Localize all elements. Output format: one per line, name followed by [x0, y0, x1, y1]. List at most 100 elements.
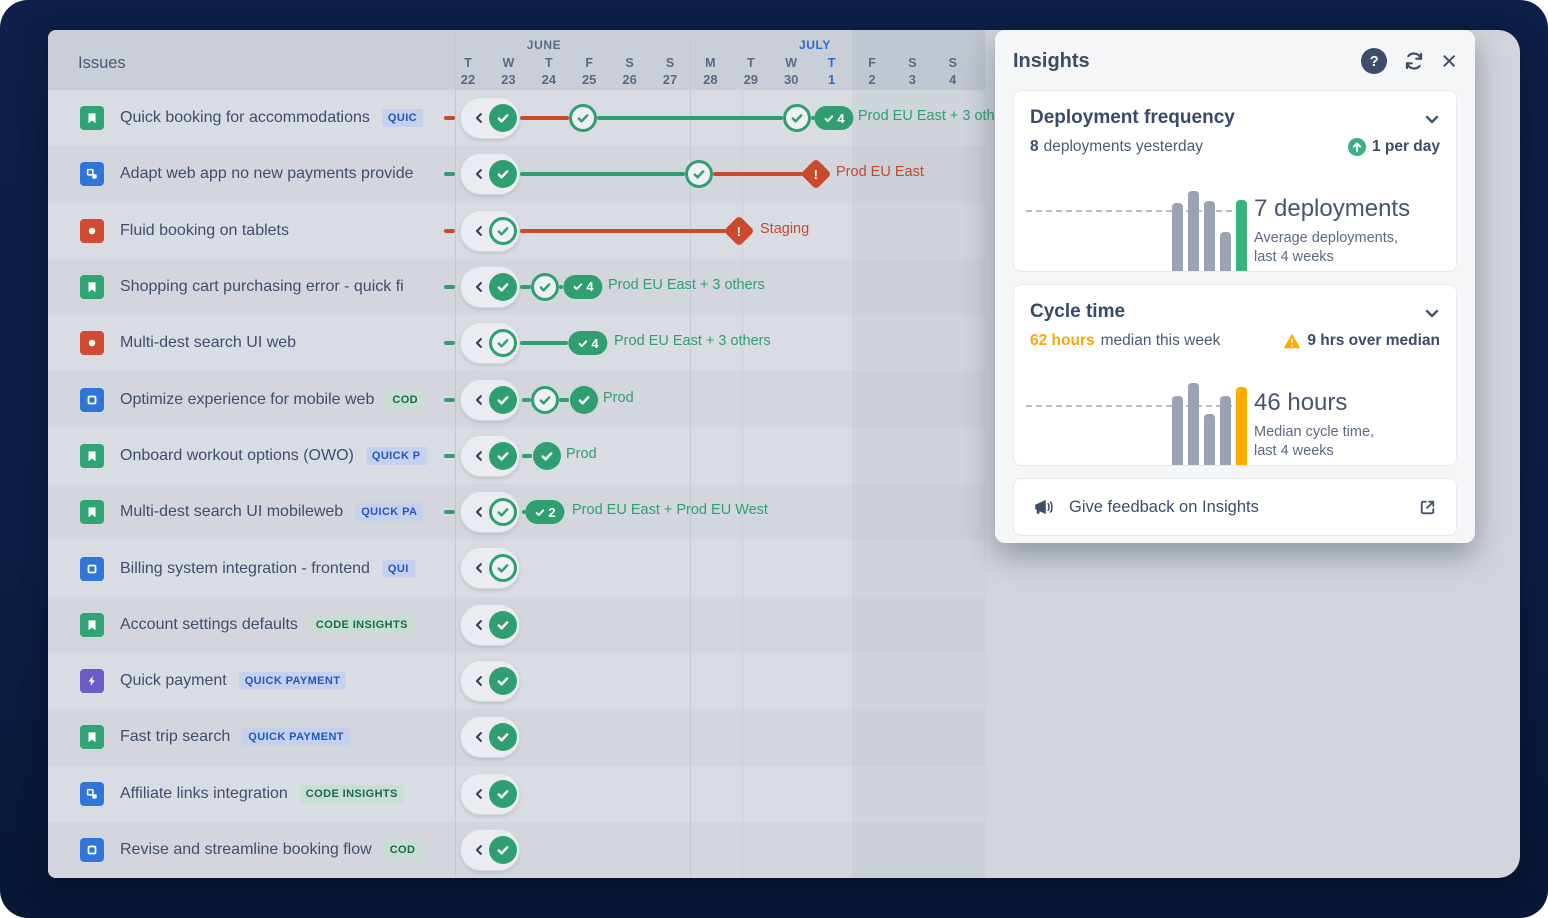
month-boundary-gridline — [690, 38, 691, 878]
lead-dash — [444, 453, 455, 458]
timeline-row[interactable]: Fluid booking on tablets! Staging — [48, 203, 985, 259]
issue-cell[interactable]: Optimize experience for mobile web COD — [48, 372, 455, 428]
give-feedback-button[interactable]: Give feedback on Insights — [1013, 478, 1457, 536]
status-check-circle — [489, 385, 517, 414]
expand-row-button[interactable] — [460, 322, 520, 365]
issue-title: Multi-dest search UI mobileweb — [120, 503, 344, 521]
deployment-warning-diamond[interactable]: ! — [723, 215, 755, 247]
deployment-check-circle[interactable] — [531, 272, 559, 301]
deployment-count-pill[interactable]: 2 — [525, 500, 565, 525]
arrow-up-circle-icon — [1347, 138, 1366, 156]
day-of-week-label: T — [464, 56, 472, 70]
issue-cell[interactable]: Multi-dest search UI mobileweb QUICK PA — [48, 484, 455, 540]
big-stat-caption: Median cycle time, last 4 weeks — [1254, 424, 1375, 459]
chevron-down-icon[interactable] — [1424, 111, 1440, 127]
day-number-label: 30 — [783, 72, 799, 87]
chart-bar — [1188, 191, 1199, 271]
outline-check-icon — [685, 160, 713, 189]
timeline-row[interactable]: Billing system integration - frontend QUI — [48, 540, 985, 596]
expand-row-button[interactable] — [460, 547, 520, 590]
issues-column-header: Issues — [78, 54, 126, 72]
expand-row-button[interactable] — [460, 209, 520, 252]
timeline-row[interactable]: Shopping cart purchasing error - quick f… — [48, 259, 985, 315]
issue-cell[interactable]: Fast trip search QUICK PAYMENT — [48, 709, 455, 765]
deployment-check-circle[interactable] — [533, 441, 561, 470]
chevron-left-icon — [473, 450, 485, 462]
issue-badge: COD — [386, 390, 424, 409]
median-dashed-line — [1026, 405, 1242, 407]
chevron-left-icon — [473, 112, 485, 124]
environment-label: Prod EU East + 3 others — [608, 276, 765, 293]
timeline-row[interactable]: Quick booking for accommodations QUIC 4 Pro… — [48, 90, 1015, 146]
external-link-icon — [1417, 497, 1438, 518]
issue-cell[interactable]: Quick payment QUICK PAYMENT — [48, 653, 455, 709]
story-icon — [80, 612, 104, 637]
issue-cell[interactable]: Onboard workout options (OWO) QUICK P — [48, 428, 455, 484]
deployment-count-pill[interactable]: 4 — [563, 274, 603, 299]
timeline-row[interactable]: Account settings defaults CODE INSIGHTS — [48, 597, 985, 653]
timeline-row[interactable]: Adapt web app no new payments provide! Pr… — [48, 146, 985, 202]
issue-cell[interactable]: Billing system integration - frontend QUI — [48, 540, 455, 596]
expand-row-button[interactable] — [460, 603, 520, 646]
issue-cell[interactable]: Adapt web app no new payments provide — [48, 146, 455, 202]
deployment-count-pill[interactable]: 4 — [814, 106, 854, 131]
issue-badge: CODE INSIGHTS — [299, 784, 404, 803]
timeline-row[interactable]: Revise and streamline booking flow COD — [48, 822, 985, 878]
refresh-icon[interactable] — [1403, 50, 1425, 72]
chevron-down-icon[interactable] — [1424, 305, 1440, 321]
deployment-warning-diamond[interactable]: ! — [800, 158, 832, 190]
issue-cell[interactable]: Fluid booking on tablets — [48, 203, 455, 259]
expand-row-button[interactable] — [460, 660, 520, 703]
timeline-row[interactable]: Multi-dest search UI mobileweb QUICK PA 2 P… — [48, 484, 985, 540]
expand-row-button[interactable] — [460, 828, 520, 871]
future-dates-shading — [852, 30, 985, 878]
deployment-frequency-card: Deployment frequency 8 deployments yeste… — [1013, 90, 1457, 272]
deployment-check-circle[interactable] — [570, 385, 598, 414]
timeline-row[interactable]: Optimize experience for mobile web COD Pro… — [48, 372, 985, 428]
issue-title: Multi-dest search UI web — [120, 334, 297, 352]
deployment-check-circle[interactable] — [685, 160, 713, 189]
chevron-left-icon — [473, 506, 485, 518]
timeline-row[interactable]: Fast trip search QUICK PAYMENT — [48, 709, 985, 765]
timeline-row[interactable]: Multi-dest search UI web 4 Prod EU East + … — [48, 315, 985, 371]
expand-row-button[interactable] — [460, 434, 520, 477]
timeline-row[interactable]: Onboard workout options (OWO) QUICK P Prod — [48, 428, 985, 484]
deployment-check-circle[interactable] — [531, 385, 559, 414]
day-of-week-label: W — [785, 56, 798, 70]
timeline-end-gridline — [985, 30, 986, 878]
timeline-row[interactable]: Quick payment QUICK PAYMENT — [48, 653, 985, 709]
issue-cell[interactable]: Affiliate links integration CODE INSIGHTS — [48, 766, 455, 822]
issue-badge: QUICK P — [365, 446, 427, 465]
expand-row-button[interactable] — [460, 153, 520, 196]
expand-row-button[interactable] — [460, 97, 520, 140]
expand-row-button[interactable] — [460, 716, 520, 759]
help-icon[interactable]: ? — [1361, 48, 1388, 74]
trend: 1 per day — [1347, 138, 1440, 156]
day-of-week-label: T — [827, 56, 836, 70]
warning: 9 hrs over median — [1283, 332, 1440, 350]
chart-bar — [1236, 387, 1247, 465]
issue-cell[interactable]: Account settings defaults CODE INSIGHTS — [48, 597, 455, 653]
day-number-label: 25 — [581, 72, 597, 87]
bug-icon — [80, 218, 104, 243]
deployment-count-pill[interactable]: 4 — [568, 331, 608, 356]
issue-cell[interactable]: Multi-dest search UI web — [48, 315, 455, 371]
expand-row-button[interactable] — [460, 772, 520, 815]
issue-cell[interactable]: Quick booking for accommodations QUIC — [48, 90, 455, 146]
environment-label: Staging — [760, 220, 810, 237]
timeline-row[interactable]: Affiliate links integration CODE INSIGHTS — [48, 766, 985, 822]
issue-cell[interactable]: Revise and streamline booking flow COD — [48, 822, 455, 878]
status-check-circle — [489, 216, 517, 245]
task-icon — [80, 387, 104, 412]
deployment-check-circle[interactable] — [569, 104, 597, 133]
expand-row-button[interactable] — [460, 265, 520, 308]
expand-row-button[interactable] — [460, 491, 520, 534]
day-of-week-label: S — [908, 56, 917, 70]
issue-badge: CODE INSIGHTS — [309, 615, 414, 634]
chart-bar — [1204, 201, 1215, 271]
close-icon[interactable]: × — [1441, 46, 1457, 76]
chart-bar — [1172, 396, 1183, 465]
expand-row-button[interactable] — [460, 378, 520, 421]
issue-cell[interactable]: Shopping cart purchasing error - quick f… — [48, 259, 455, 315]
deployment-check-circle[interactable] — [783, 104, 811, 133]
